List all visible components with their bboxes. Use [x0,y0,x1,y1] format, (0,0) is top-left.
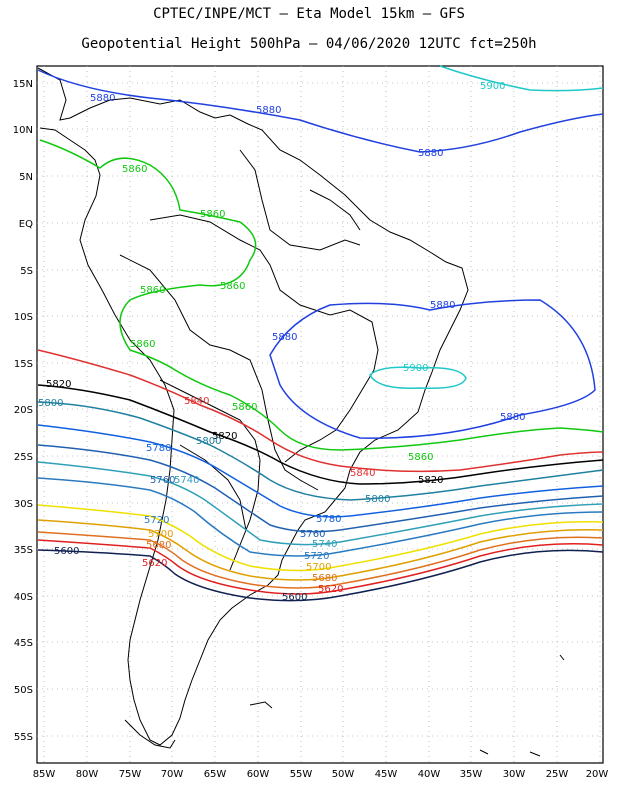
contour-label: 5700 [306,562,331,573]
contour-label: 5820 [46,379,71,390]
lon-label: 30W [503,769,526,780]
contour-label: 5900 [480,81,505,92]
contour-labels: 5900 5900 5880 5880 5880 5880 5880 5880 … [38,81,525,603]
contour-5860 [39,139,604,451]
contour-label: 5900 [403,363,428,374]
contour-label: 5800 [196,436,221,447]
contour-5880-south [269,299,596,439]
lon-label: 70W [161,769,184,780]
lat-label: 15S [14,359,33,370]
lon-label: 45W [375,769,398,780]
lon-label: 80W [76,769,99,780]
contour-5780 [37,424,604,518]
map-frame [36,65,604,764]
contour-label: 5880 [430,300,455,311]
lat-label: 20S [14,405,33,416]
contour-label: 5860 [408,452,433,463]
lat-label: 15N [13,79,33,90]
lat-label: 40S [14,592,33,603]
contour-5720-blue [37,477,604,557]
contour-label: 5820 [212,431,237,442]
contour-label: 5880 [418,148,443,159]
contour-label: 5860 [130,339,155,350]
contour-label: 5860 [140,285,165,296]
longitude-labels: 85W 80W 75W 70W 65W 60W 55W 50W 45W 40W … [33,769,609,780]
lat-label: 5S [20,266,33,277]
lon-label: 85W [33,769,56,780]
contour-label: 5860 [232,402,257,413]
lon-label: 25W [546,769,569,780]
lon-label: 35W [460,769,483,780]
contour-label: 5780 [316,514,341,525]
contour-label: 5620 [318,584,343,595]
contour-label: 5600 [54,546,79,557]
contour-label: 5780 [146,443,171,454]
contour-5740 [37,461,604,546]
contour-label: 5720 [304,551,329,562]
lat-label: 5N [19,172,33,183]
graticule [37,66,603,763]
contour-5680 [37,531,604,589]
contour-label: 5880 [256,105,281,116]
contour-5840 [37,349,604,473]
contour-label: 5700 [148,529,173,540]
contour-label: 5720 [144,515,169,526]
lon-label: 75W [119,769,142,780]
latitude-labels: 15N 10N 5N EQ 5S 10S 15S 20S 25S 30S 35S… [13,79,33,743]
lon-label: 20W [586,769,609,780]
contour-label: 5680 [146,540,171,551]
lat-label: 45S [14,638,33,649]
lat-label: 55S [14,732,33,743]
contour-label: 5740 [312,539,337,550]
lat-label: EQ [19,219,33,230]
lon-label: 60W [247,769,270,780]
contour-label: 5620 [142,558,167,569]
contour-5820 [37,384,604,485]
contour-label: 5760 [300,529,325,540]
contour-label: 5840 [350,468,375,479]
contour-label: 5860 [200,209,225,220]
map-subtitle: Geopotential Height 500hPa – 04/06/2020 … [81,36,537,52]
contour-label: 5600 [282,592,307,603]
lat-label: 10N [13,125,33,136]
lat-label: 10S [14,312,33,323]
contour-label: 5680 [312,573,337,584]
lat-label: 25S [14,452,33,463]
lon-label: 40W [418,769,441,780]
contour-5720 [37,504,604,572]
contour-label: 5740 [174,475,199,486]
contour-label: 5860 [122,164,147,175]
contour-label: 5840 [184,396,209,407]
contour-label: 5800 [38,398,63,409]
contour-label: 5860 [220,281,245,292]
contour-label: 5880 [90,93,115,104]
contour-label: 5800 [365,494,390,505]
contour-label: 5880 [500,412,525,423]
contour-5900-brazil [369,366,467,390]
contour-5800 [37,401,604,501]
contour-5700 [37,519,604,581]
contour-5900-north [439,65,604,92]
contour-label: 5820 [418,475,443,486]
contour-lines [37,65,604,602]
contour-5620 [37,539,604,595]
contour-label: 5880 [272,332,297,343]
contour-5760 [37,444,604,533]
map-title: CPTEC/INPE/MCT – Eta Model 15km – GFS [153,6,465,22]
contour-label: 5760 [150,475,175,486]
lat-label: 35S [14,545,33,556]
lat-label: 50S [14,685,33,696]
contour-5600 [37,549,604,602]
lon-label: 50W [332,769,355,780]
lon-label: 55W [290,769,313,780]
lon-label: 65W [204,769,227,780]
lat-label: 30S [14,499,33,510]
contour-5880-north [37,69,604,153]
